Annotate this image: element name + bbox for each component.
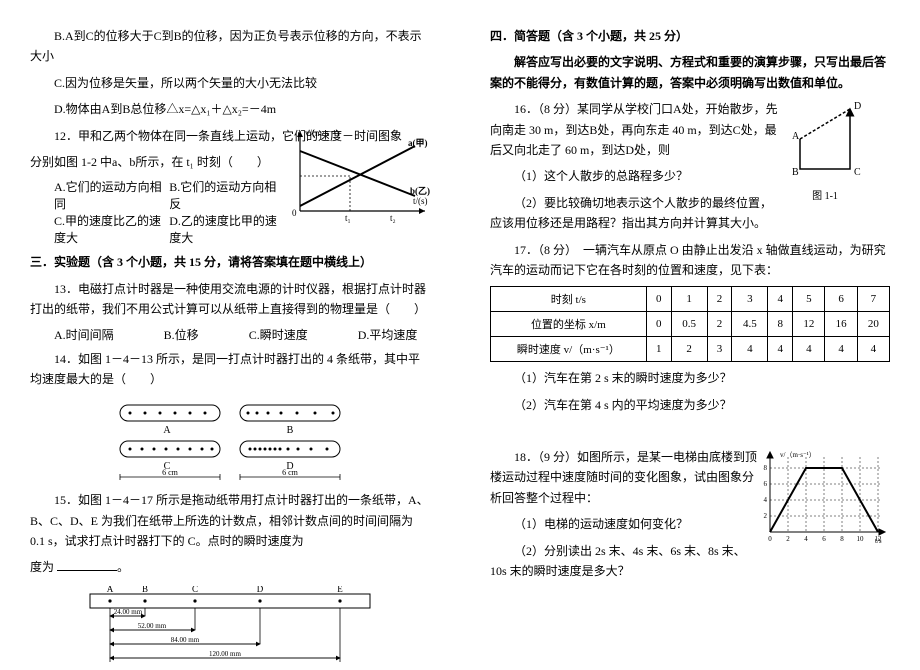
q17-stem: 17．（8 分） 一辆汽车从原点 O 由静止出发沿 x 轴做直线运动，为研究汽车… [490, 240, 890, 281]
q15-blank: 度为 。 [30, 557, 430, 577]
svg-text:4: 4 [764, 496, 768, 504]
section-4-heading: 四．简答题（含 3 个小题，共 25 分） [490, 26, 890, 46]
svg-text:C: C [854, 167, 861, 178]
q14-stem: 14．如图 1－4－13 所示，是同一打点计时器打出的 4 条纸带，其中平均速度… [30, 349, 430, 390]
table-head-pos: 位置的坐标 x/m [491, 312, 647, 337]
svg-text:v/（m·s⁻¹）: v/（m·s⁻¹） [780, 451, 816, 459]
svg-text:C: C [192, 586, 198, 594]
svg-text:12: 12 [875, 535, 883, 543]
svg-text:2: 2 [786, 535, 790, 543]
svg-text:84.00 mm: 84.00 mm [171, 636, 200, 644]
q12-opt-c: C.甲的速度比乙的速度大 [54, 212, 169, 246]
svg-text:a(甲): a(甲) [408, 138, 428, 148]
q12-opt-d: D.乙的速度比甲的速度大 [169, 212, 284, 246]
svg-text:B: B [287, 425, 294, 436]
svg-text:D: D [854, 101, 861, 112]
svg-text:A: A [107, 586, 114, 594]
q16-stem: 16．（8 分）某同学从学校门口A处，开始散步，先向南走 30 m，到达B处，再… [490, 99, 780, 160]
q18-block: 18．（9 分）如图所示，是某一电梯由底楼到顶楼运动过程中速度随时间的变化图象，… [490, 447, 890, 581]
vt-graph: v/（m·s⁻¹） t/s 0 2 4 6 8 10 12 2 4 6 8 [750, 447, 890, 547]
q11-opt-b: B.A到C的位移大于C到B的位移，因为正负号表示位移的方向，不表示大小 [30, 26, 430, 67]
q16-block: 16．（8 分）某同学从学校门口A处，开始散步，先向南走 30 m，到达B处，再… [490, 99, 890, 233]
velocity-time-graph: v/(m·s⁻¹) t/(s) a(甲) b(乙) t₁ t₂ 0 [280, 126, 430, 226]
svg-text:D: D [257, 586, 264, 594]
q17-p2: （2）汽车在第 4 s 内的平均速度为多少？ [490, 395, 890, 415]
q17-table: 时刻 t/s 01234567 位置的坐标 x/m 00.524.5812162… [490, 286, 890, 362]
table-head-time: 时刻 t/s [491, 287, 647, 312]
svg-text:24.00 mm: 24.00 mm [114, 608, 143, 616]
q18-p2: （2）分别读出 2s 末、4s 末、6s 末、8s 末、10s 末的瞬时速度是多… [490, 541, 760, 582]
svg-text:8: 8 [764, 464, 768, 472]
left-column: B.A到C的位移大于C到B的位移，因为正负号表示位移的方向，不表示大小 C.因为… [0, 0, 460, 637]
q17-p1: （1）汽车在第 2 s 末的瞬时速度为多少？ [490, 368, 890, 388]
svg-text:6: 6 [822, 535, 826, 543]
table-head-vel: 瞬时速度 v/（m·s⁻¹） [491, 337, 647, 362]
right-column: 四．简答题（含 3 个小题，共 25 分） 解答应写出必要的文字说明、方程式和重… [460, 0, 920, 637]
q18-stem: 18．（9 分）如图所示，是某一电梯由底楼到顶楼运动过程中速度随时间的变化图象，… [490, 447, 760, 508]
svg-text:b(乙): b(乙) [410, 186, 430, 196]
svg-text:E: E [337, 586, 343, 594]
svg-text:6 cm: 6 cm [282, 468, 299, 477]
svg-text:2: 2 [764, 512, 768, 520]
q12-block: 12．甲和乙两个物体在同一条直线上运动，它们的速度－时间图象 分别如图 1-2 … [30, 126, 430, 247]
q11-opt-d: D.物体由A到B总位移△x=△x₁＋△x₂=－4m [30, 99, 430, 119]
svg-text:6: 6 [764, 480, 768, 488]
section-3-heading: 三．实验题（含 3 个小题，共 15 分，请将答案填在题中横线上） [30, 252, 430, 272]
svg-text:B: B [142, 586, 148, 594]
svg-text:v/(m·s⁻¹): v/(m·s⁻¹) [305, 128, 339, 138]
section-4-note: 解答应写出必要的文字说明、方程式和重要的演算步骤，只写出最后答案的不能得分，有数… [490, 52, 890, 93]
q13-opt-c: C.瞬时速度 [249, 326, 308, 343]
q13-stem: 13．电磁打点计时器是一种使用交流电源的计时仪器，根据打点计时器打出的纸带，我们… [30, 279, 430, 320]
svg-text:8: 8 [840, 535, 844, 543]
q11-opt-c: C.因为位移是矢量，所以两个矢量的大小无法比较 [30, 73, 430, 93]
svg-text:120.00 mm: 120.00 mm [209, 650, 241, 658]
svg-text:0: 0 [292, 208, 297, 218]
q13-opt-b: B.位移 [164, 326, 199, 343]
svg-text:A: A [163, 425, 171, 436]
q13-opt-d: D.平均速度 [358, 326, 418, 343]
svg-text:10: 10 [857, 535, 865, 543]
svg-text:A: A [792, 131, 800, 142]
ruler-figure: A B C D E 24.00 mm 52.00 mm 84.00 mm [30, 586, 430, 670]
svg-text:图 1-1: 图 1-1 [812, 190, 838, 202]
svg-text:4: 4 [804, 535, 808, 543]
svg-text:52.00 mm: 52.00 mm [138, 622, 167, 630]
path-figure: A B C D 图 1-1 [780, 99, 890, 209]
svg-text:B: B [792, 167, 799, 178]
q12-opt-a: A.它们的运动方向相同 [54, 178, 169, 212]
tape-figure: A B C D 6 cm 6 cm [30, 397, 430, 482]
svg-text:t₁: t₁ [345, 213, 351, 223]
q15-stem: 15．如图 1－4－17 所示是拖动纸带用打点计时器打出的一条纸带，A、B、C、… [30, 490, 430, 551]
svg-text:t/(s): t/(s) [413, 196, 428, 206]
svg-text:0: 0 [768, 535, 772, 543]
q16-p2: （2）要比较确切地表示这个人散步的最终位置，应该用位移还是用路程？指出其方向并计… [490, 193, 780, 234]
svg-text:t₂: t₂ [390, 213, 396, 223]
svg-text:6 cm: 6 cm [162, 468, 179, 477]
q12-opt-b: B.它们的运动方向相反 [169, 178, 284, 212]
q13-opt-a: A.时间间隔 [54, 326, 114, 343]
